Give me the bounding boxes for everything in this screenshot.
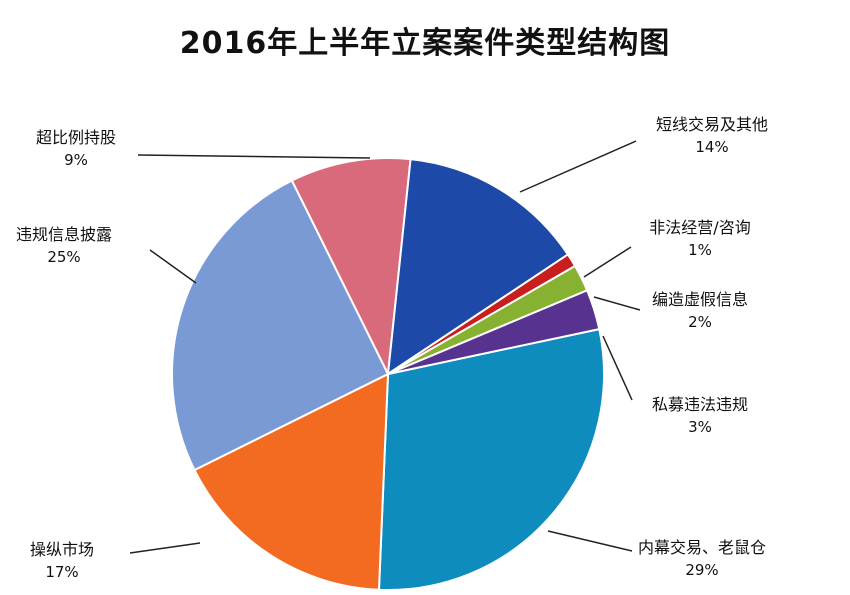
- slice-value-label: 2%: [688, 313, 712, 331]
- slice-value-label: 25%: [47, 248, 80, 266]
- pie-slice: [290, 157, 412, 378]
- pie-slice: [377, 327, 605, 591]
- slice-value-label: 29%: [685, 561, 718, 579]
- slice-label: 违规信息披露: [16, 225, 112, 244]
- slice-label: 编造虚假信息: [652, 290, 748, 309]
- leader-line: [149, 249, 197, 284]
- slice-value-label: 17%: [45, 563, 78, 581]
- pie-slice: [193, 372, 390, 591]
- slice-label: 操纵市场: [30, 540, 94, 559]
- slice-label: 非法经营/咨询: [649, 218, 750, 237]
- pie-slice: [171, 179, 390, 472]
- slice-label: 内幕交易、老鼠仓: [638, 538, 766, 557]
- leader-line: [547, 530, 633, 552]
- leader-line: [519, 140, 637, 193]
- slice-label: 私募违法违规: [652, 395, 748, 414]
- pie-slice: [386, 158, 570, 377]
- slice-label: 超比例持股: [36, 128, 116, 147]
- leader-line: [129, 542, 201, 554]
- chart-title: 2016年上半年立案案件类型结构图: [179, 26, 671, 61]
- slice-label: 短线交易及其他: [656, 115, 768, 134]
- slice-value-label: 9%: [64, 151, 88, 169]
- slice-value-label: 1%: [688, 241, 712, 259]
- leader-line: [137, 154, 371, 159]
- leader-line: [593, 296, 641, 311]
- pie-slice: [387, 288, 601, 375]
- slice-value-label: 14%: [695, 138, 728, 156]
- leader-line: [583, 246, 632, 278]
- leader-line: [602, 335, 633, 401]
- slice-value-label: 3%: [688, 418, 712, 436]
